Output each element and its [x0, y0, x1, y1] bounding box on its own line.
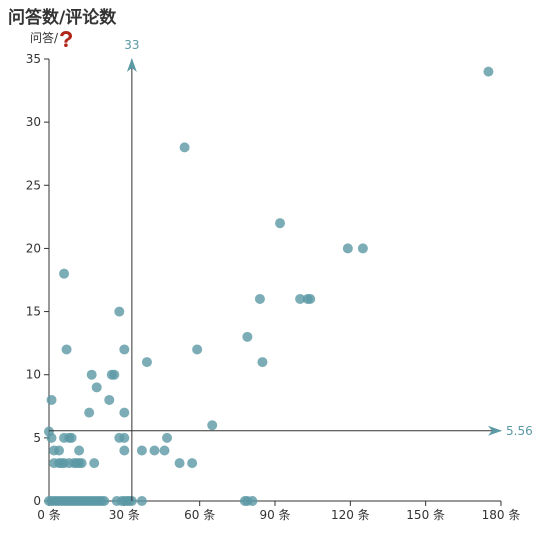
x-tick-label: 150 条	[406, 508, 445, 522]
reference-label-vertical: 33	[124, 38, 139, 52]
scatter-point	[86, 369, 97, 380]
x-axis-ticks: 0 条 30 条 60 条 90 条 120 条 150 条 180 条	[37, 501, 520, 522]
y-tick-label: 30	[26, 115, 41, 129]
scatter-point	[119, 432, 130, 443]
x-tick-label: 120 条	[331, 508, 370, 522]
scatter-point	[275, 218, 286, 229]
scatter-point	[192, 344, 203, 355]
scatter-point	[136, 445, 147, 456]
scatter-point	[119, 344, 130, 355]
scatter-point	[114, 306, 125, 317]
x-tick-label: 90 条	[259, 508, 290, 522]
y-tick-label: 35	[26, 52, 41, 66]
scatter-point	[136, 496, 147, 506]
y-tick-label: 15	[26, 305, 41, 319]
scatter-point	[257, 357, 268, 368]
scatter-point	[187, 458, 198, 469]
scatter-point	[91, 382, 102, 393]
scatter-point	[141, 357, 152, 368]
scatter-point	[119, 407, 130, 418]
scatter-point	[59, 268, 70, 279]
question-mark-icon	[60, 31, 72, 47]
y-axis-ticks: 0 5 10 15 20 25 30 35	[26, 52, 49, 508]
scatter-point	[162, 432, 173, 443]
scatter-point	[46, 394, 57, 405]
scatter-point	[242, 331, 253, 342]
scatter-point	[61, 344, 72, 355]
y-tick-label: 0	[33, 494, 41, 508]
scatter-point	[76, 458, 87, 469]
scatter-point	[99, 496, 110, 506]
scatter-points	[44, 66, 494, 506]
scatter-point	[74, 445, 85, 456]
y-tick-label: 20	[26, 241, 41, 255]
chart-title: 问答数/评论数	[8, 8, 117, 28]
y-tick-label: 10	[26, 368, 41, 382]
scatter-point	[159, 445, 170, 456]
x-tick-label: 0 条	[37, 508, 60, 522]
scatter-point	[54, 445, 65, 456]
scatter-point	[89, 458, 100, 469]
scatter-point	[247, 496, 258, 506]
x-tick-label: 180 条	[482, 508, 521, 522]
scatter-point	[46, 432, 57, 443]
scatter-point	[106, 369, 117, 380]
scatter-point	[104, 394, 115, 405]
x-tick-label: 30 条	[109, 508, 140, 522]
x-tick-label: 60 条	[184, 508, 215, 522]
scatter-point	[207, 420, 218, 431]
scatter-point	[295, 293, 306, 304]
scatter-point	[64, 432, 75, 443]
scatter-point	[149, 445, 160, 456]
scatter-point	[179, 142, 190, 153]
scatter-point	[305, 293, 316, 304]
scatter-point	[357, 243, 368, 254]
y-tick-label: 25	[26, 178, 41, 192]
y-axis-label: 问答/	[30, 30, 59, 45]
reference-label-horizontal: 5.56	[506, 424, 533, 438]
scatter-point	[254, 293, 265, 304]
scatter-point	[84, 407, 95, 418]
scatter-point	[483, 66, 494, 77]
y-tick-label: 5	[33, 431, 41, 445]
scatter-point	[119, 445, 130, 456]
scatter-point	[342, 243, 353, 254]
scatter-point	[174, 458, 185, 469]
